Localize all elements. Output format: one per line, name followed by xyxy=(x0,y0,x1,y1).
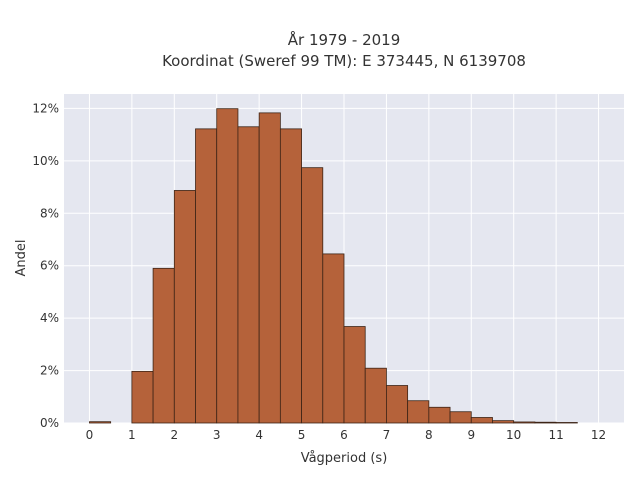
chart-title-line2: Koordinat (Sweref 99 TM): E 373445, N 61… xyxy=(162,52,526,70)
x-tick-label: 8 xyxy=(425,428,433,442)
x-tick-label: 9 xyxy=(467,428,475,442)
histogram-bar xyxy=(322,253,345,424)
histogram-bar xyxy=(173,190,196,424)
x-tick-label: 6 xyxy=(340,428,348,442)
histogram-bar xyxy=(513,421,536,424)
histogram-bar xyxy=(131,370,154,424)
x-tick-label: 4 xyxy=(255,428,263,442)
bars xyxy=(89,108,578,424)
x-tick-label: 1 xyxy=(128,428,136,442)
histogram-bar xyxy=(195,128,218,424)
histogram-bar xyxy=(492,420,515,424)
y-tick-label: 10% xyxy=(32,154,59,168)
histogram-bar xyxy=(216,108,239,424)
x-tick-label: 10 xyxy=(506,428,521,442)
y-tick-label: 2% xyxy=(40,364,59,378)
histogram-bar xyxy=(555,422,578,424)
x-axis-title: Vågperiod (s) xyxy=(301,451,388,466)
x-tick-label: 12 xyxy=(591,428,606,442)
x-tick-label: 0 xyxy=(86,428,94,442)
histogram-bar xyxy=(386,385,409,424)
histogram-bar xyxy=(343,326,366,424)
histogram-bar xyxy=(301,167,324,424)
x-tick-label: 5 xyxy=(298,428,306,442)
y-tick-label: 0% xyxy=(40,416,59,430)
x-axis-ticks: 0 1 2 3 4 5 6 7 8 9 10 11 12 xyxy=(86,428,607,442)
x-tick-label: 11 xyxy=(548,428,563,442)
histogram-bar xyxy=(89,421,112,424)
histogram-bar xyxy=(407,400,430,424)
histogram-bar xyxy=(428,406,451,424)
y-tick-label: 6% xyxy=(40,259,59,273)
histogram-bar xyxy=(364,367,387,424)
histogram-bar xyxy=(237,126,260,424)
y-tick-label: 12% xyxy=(32,101,59,115)
histogram-bar xyxy=(449,411,472,424)
x-tick-label: 3 xyxy=(213,428,221,442)
y-tick-label: 4% xyxy=(40,311,59,325)
x-tick-label: 2 xyxy=(170,428,178,442)
x-tick-label: 7 xyxy=(383,428,391,442)
y-axis-ticks: 0% 2% 4% 6% 8% 10% 12% xyxy=(32,101,59,430)
histogram-bar xyxy=(152,267,175,424)
y-tick-label: 8% xyxy=(40,206,59,220)
y-axis-title: Andel xyxy=(14,240,29,277)
histogram-bar xyxy=(534,421,557,424)
histogram-bar xyxy=(258,112,281,424)
chart-title-line1: År 1979 - 2019 xyxy=(288,30,401,49)
histogram-bar xyxy=(470,417,493,424)
histogram-bar xyxy=(279,128,302,424)
